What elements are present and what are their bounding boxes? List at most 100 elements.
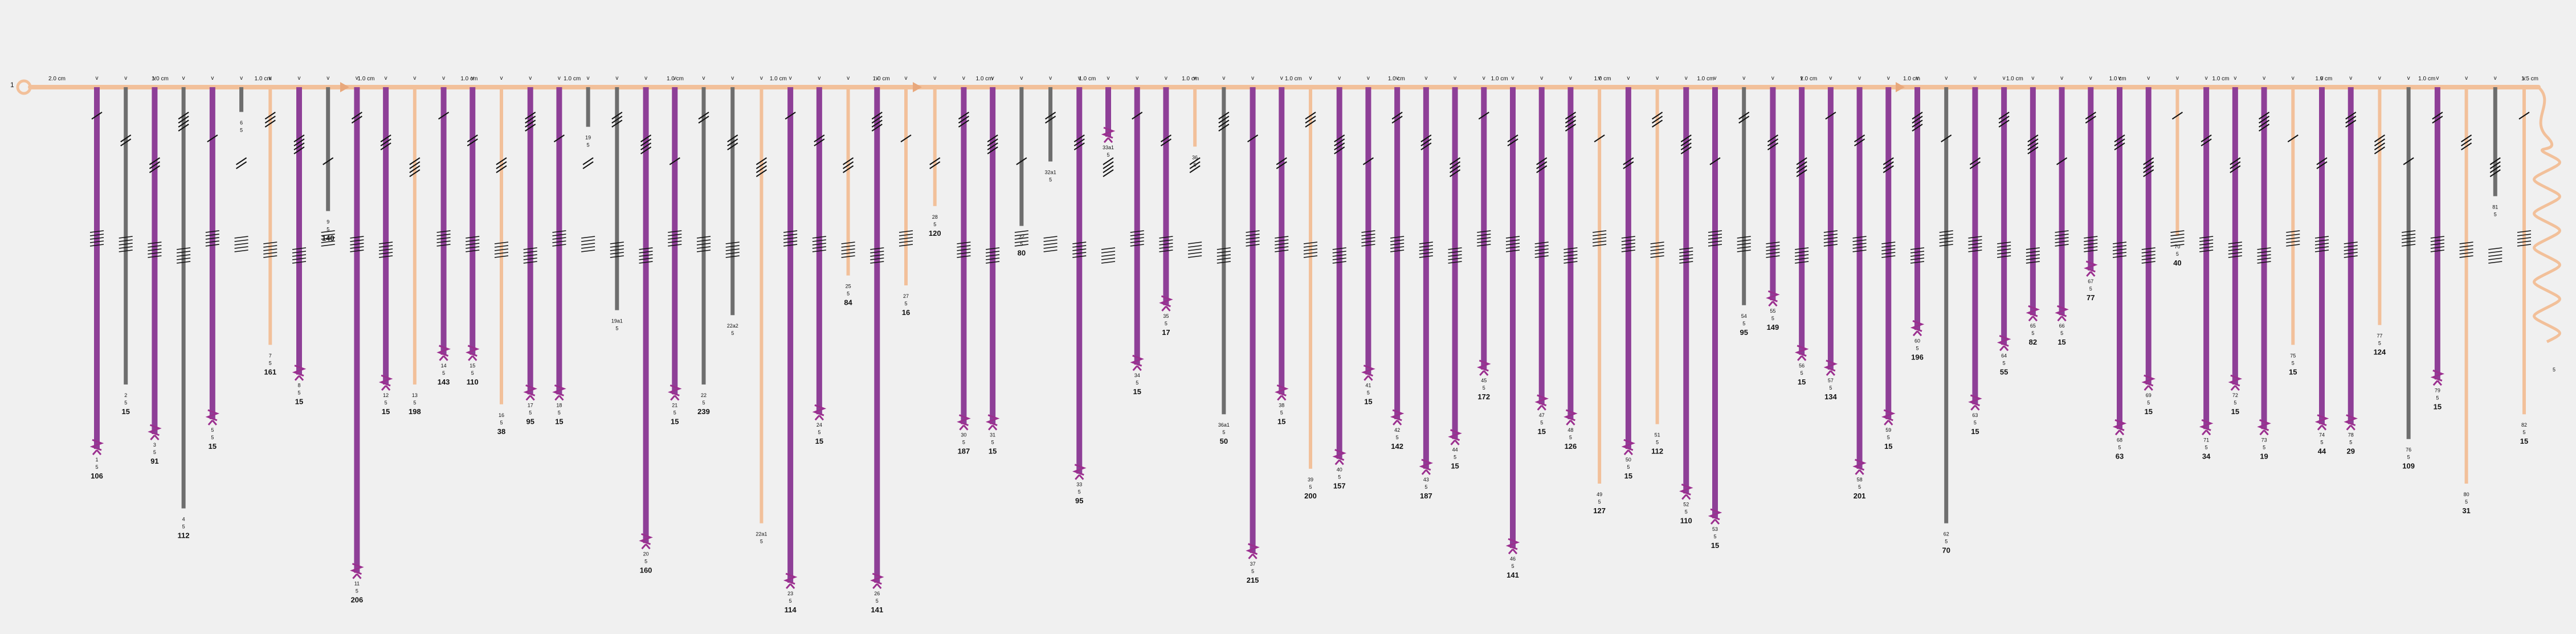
node-length-label: 63 — [2116, 452, 2124, 460]
node-id-label: 34 — [1134, 373, 1140, 378]
slash-marker — [178, 124, 189, 132]
slash-marker — [264, 120, 276, 128]
node-sub-label: 5 — [1916, 345, 1918, 351]
connector-marker: v — [182, 75, 185, 81]
slash-marker — [236, 161, 247, 169]
node-sub-label: 5 — [1887, 435, 1890, 440]
slash-marker — [987, 138, 998, 146]
slash-marker — [1680, 142, 1692, 150]
connector-marker: v — [2407, 75, 2410, 81]
hatch-marker — [986, 261, 1000, 264]
hatch-marker — [1823, 234, 1838, 236]
slash-marker — [1652, 116, 1663, 124]
slash-marker — [1912, 112, 1923, 120]
hatch-marker — [2170, 244, 2185, 247]
clamp-icon — [1910, 320, 1925, 337]
slash-marker — [120, 134, 132, 142]
hatch-marker — [2344, 252, 2358, 255]
slash-marker — [2489, 161, 2501, 169]
hatch-marker — [89, 230, 104, 233]
hatch-marker — [1361, 244, 1375, 247]
node-id-label: 25 — [846, 284, 851, 289]
hatch-marker — [1563, 257, 1578, 260]
clamp-icon — [436, 345, 451, 361]
hatch-marker — [581, 243, 595, 246]
node-id-label: 22a2 — [727, 323, 738, 329]
hatch-marker — [1014, 234, 1028, 236]
hatch-marker — [2314, 249, 2329, 252]
slash-marker — [1391, 112, 1403, 120]
hatch-marker — [610, 245, 624, 248]
hatch-marker — [2402, 240, 2416, 243]
hatch-marker — [466, 236, 480, 239]
hatch-marker — [1275, 236, 1289, 239]
slash-marker — [1738, 112, 1750, 120]
distance-label: 1.0 cm — [2212, 76, 2230, 82]
connector-marker: v — [2321, 75, 2324, 81]
connector-marker: v — [847, 75, 850, 81]
hatch-marker — [696, 249, 711, 252]
hatch-marker — [1477, 240, 1491, 243]
connector-marker: v — [529, 75, 532, 81]
hatch-marker — [1563, 254, 1578, 257]
connector-marker: v — [731, 75, 734, 81]
slash-marker — [2403, 157, 2414, 165]
clamp-icon — [2430, 369, 2445, 386]
node-sub-label: 5 — [644, 558, 647, 564]
node-sub-label: 5 — [1338, 475, 1341, 480]
slash-marker — [1623, 161, 1634, 169]
slash-marker — [1912, 120, 1923, 128]
clamp-icon — [1505, 538, 1520, 555]
hatch-marker — [1823, 240, 1838, 243]
hatch-marker — [2026, 261, 2040, 264]
node-id-label: 37 — [1250, 561, 1256, 567]
hatch-marker — [639, 257, 653, 260]
node-id-label: 31 — [990, 432, 995, 438]
hatch-marker — [119, 249, 133, 252]
node-id-label: 76 — [2406, 447, 2411, 453]
slash-marker — [264, 116, 276, 124]
clamp-icon — [1477, 359, 1491, 376]
slash-marker — [640, 146, 652, 154]
connector-marker: v — [2263, 75, 2265, 81]
hatch-marker — [523, 251, 537, 253]
node-sub-label: 5 — [2003, 360, 2006, 366]
slash-marker — [1247, 134, 1259, 142]
hatch-marker — [899, 240, 913, 243]
node-id-label: 80 — [2464, 492, 2469, 497]
slash-marker — [178, 116, 189, 124]
connector-marker: v — [1714, 75, 1717, 81]
hatch-marker — [234, 236, 248, 239]
hatch-marker — [639, 251, 653, 253]
hatch-marker — [1766, 242, 1780, 244]
node-id-label: 40 — [1337, 467, 1342, 473]
hatch-marker — [1708, 237, 1722, 240]
node-sub-label: 5 — [1194, 162, 1197, 167]
hatch-marker — [1332, 247, 1346, 250]
node-id-label: 78 — [2348, 432, 2354, 438]
hatch-marker — [2488, 254, 2502, 257]
node-id-label: 45 — [1481, 378, 1487, 383]
node-sub-label: 5 — [933, 222, 936, 227]
node-length-label: 95 — [1075, 497, 1083, 505]
hatch-marker — [1708, 244, 1722, 247]
node-id-label: 75 — [2290, 353, 2296, 358]
hatch-marker — [379, 248, 393, 251]
hatch-marker — [1534, 245, 1549, 248]
slash-marker — [785, 112, 796, 120]
slash-marker — [2085, 116, 2096, 124]
hatch-marker — [1505, 246, 1520, 249]
trunk-wavy-tail — [2533, 86, 2561, 343]
hatch-marker — [1014, 240, 1028, 243]
hatch-marker — [957, 255, 971, 258]
node-sub-label: 5 — [326, 227, 329, 232]
node-id-label: 41 — [1365, 383, 1371, 388]
hatch-marker — [205, 230, 219, 233]
node-length-label: 40 — [2173, 259, 2181, 267]
connector-marker: v — [153, 75, 156, 81]
node-sub-label: 5 — [211, 435, 214, 440]
slash-marker — [1362, 157, 1374, 165]
hatch-marker — [552, 240, 566, 243]
hatch-marker — [1708, 240, 1722, 243]
node-sub-label: 5 — [1107, 152, 1109, 158]
